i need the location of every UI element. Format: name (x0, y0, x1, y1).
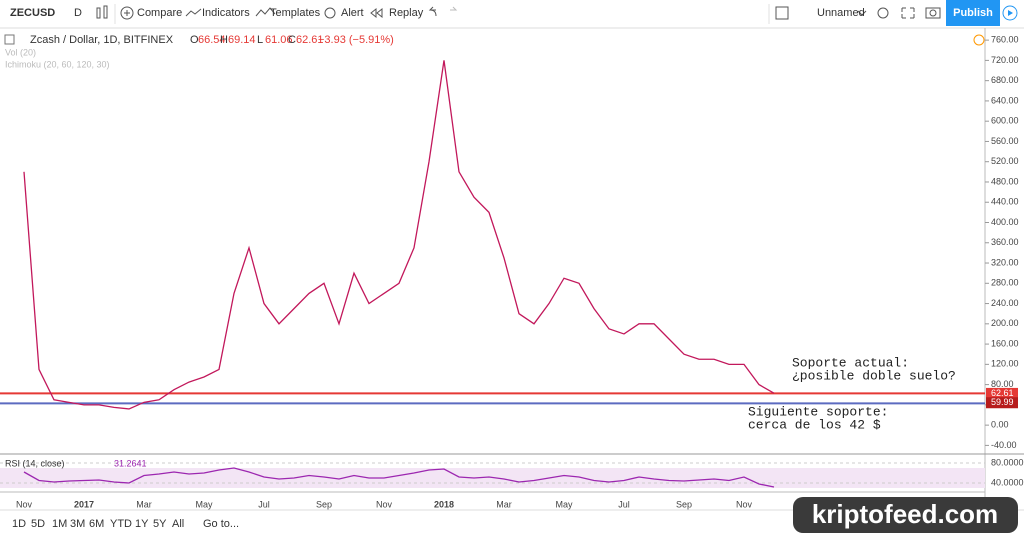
goto-button[interactable]: Go to... (203, 518, 239, 530)
toolbar-button[interactable]: Replay (389, 7, 424, 19)
range-button[interactable]: 6M (89, 518, 104, 530)
y-tick-label: 320.00 (991, 257, 1019, 267)
y-tick-label: 440.00 (991, 197, 1019, 207)
price-line (23, 60, 775, 410)
watermark-box (793, 497, 1018, 533)
study-label: Vol (20) (5, 47, 36, 57)
y-tick-label: 600.00 (991, 116, 1019, 126)
y-tick-label: 360.00 (991, 237, 1019, 247)
toolbar-icons (96, 4, 941, 24)
x-tick-label: Nov (736, 499, 753, 509)
toolbar-button[interactable]: Templates (270, 7, 321, 19)
x-tick-label: Mar (496, 499, 512, 509)
ohlc-key: H (220, 34, 228, 46)
annotation: cerca de los 42 $ (748, 417, 881, 432)
x-tick-label: Jul (258, 499, 270, 509)
study-label: Ichimoku (20, 60, 120, 30) (5, 59, 110, 69)
x-tick-label: Sep (676, 499, 692, 509)
publish-label[interactable]: Publish (953, 7, 993, 19)
toolbar (0, 0, 1024, 28)
y-tick-label: 160.00 (991, 338, 1019, 348)
y-tick-label: 640.00 (991, 95, 1019, 105)
y-tick-label: 480.00 (991, 176, 1019, 186)
ohlc-value: 62.61 (296, 34, 324, 46)
price-tag (986, 387, 1018, 399)
range-button[interactable]: 3M (70, 518, 85, 530)
y-tick-label: 240.00 (991, 298, 1019, 308)
layout-name[interactable]: Unnamed (817, 7, 865, 19)
legend-title: Zcash / Dollar, 1D, BITFINEX (30, 34, 174, 46)
info-icon[interactable] (973, 34, 985, 46)
collapse-icon[interactable] (4, 34, 15, 45)
price-tag (986, 397, 1018, 409)
ohlc-key: L (257, 34, 263, 46)
price-tag-label: 59.99 (991, 397, 1014, 407)
rsi-line (23, 467, 775, 488)
y-tick-label: 120.00 (991, 359, 1019, 369)
y-tick-label: 200.00 (991, 318, 1019, 328)
y-tick-label: 400.00 (991, 217, 1019, 227)
interval[interactable]: D (74, 7, 82, 19)
watermark: kriptofeed.com (812, 499, 998, 529)
x-tick-label: Nov (16, 499, 33, 509)
range-button[interactable]: 5D (31, 518, 45, 530)
y-tick-label: -40.00 (991, 440, 1017, 450)
ohlc-value: 61.06 (265, 34, 293, 46)
symbol[interactable]: ZECUSD (10, 7, 55, 19)
x-tick-label: Sep (316, 499, 332, 509)
x-tick-label: 2017 (74, 499, 94, 509)
annotation: Soporte actual: (792, 355, 909, 370)
play-icon (1008, 10, 1013, 16)
rsi-title: RSI (14, close) (5, 458, 65, 468)
x-tick-label: Nov (376, 499, 393, 509)
toolbar-button[interactable]: Alert (341, 7, 364, 19)
range-button[interactable]: 5Y (153, 518, 167, 530)
y-tick-label: 760.00 (991, 35, 1019, 45)
annotation: ¿posible doble suelo? (792, 368, 956, 383)
y-tick-label: 560.00 (991, 136, 1019, 146)
rsi-value: 31.2641 (114, 458, 147, 468)
ohlc-value: 69.14 (228, 34, 256, 46)
x-tick-label: Mar (136, 499, 152, 509)
x-tick-label: May (555, 499, 573, 509)
price-tag-label: 62.61 (991, 388, 1014, 398)
x-tick-label: May (195, 499, 213, 509)
y-tick-label: 40.0000 (991, 477, 1024, 487)
y-tick-label: 0.00 (991, 420, 1009, 430)
play-button[interactable] (1002, 5, 1018, 21)
ohlc-value: 66.54 (198, 34, 226, 46)
toolbar-button[interactable]: Compare (137, 7, 182, 19)
range-button[interactable]: All (172, 518, 184, 530)
y-tick-label: 680.00 (991, 75, 1019, 85)
x-tick-label: 2018 (434, 499, 454, 509)
y-tick-label: 280.00 (991, 278, 1019, 288)
ohlc-key: C (288, 34, 296, 46)
legend-change: −3.93 (−5.91%) (318, 34, 394, 46)
x-tick-label: Jul (618, 499, 630, 509)
y-tick-label: 80.0000 (991, 457, 1024, 467)
y-tick-label: 80.00 (991, 379, 1014, 389)
publish-button[interactable] (946, 0, 1000, 26)
ohlc-key: O (190, 34, 199, 46)
range-button[interactable]: 1M (52, 518, 67, 530)
annotation: Siguiente soporte: (748, 404, 888, 419)
y-tick-label: 720.00 (991, 55, 1019, 65)
range-button[interactable]: YTD (110, 518, 132, 530)
toolbar-button[interactable]: Indicators (202, 7, 250, 19)
y-tick-label: 520.00 (991, 156, 1019, 166)
range-button[interactable]: 1Y (135, 518, 149, 530)
range-button[interactable]: 1D (12, 518, 26, 530)
